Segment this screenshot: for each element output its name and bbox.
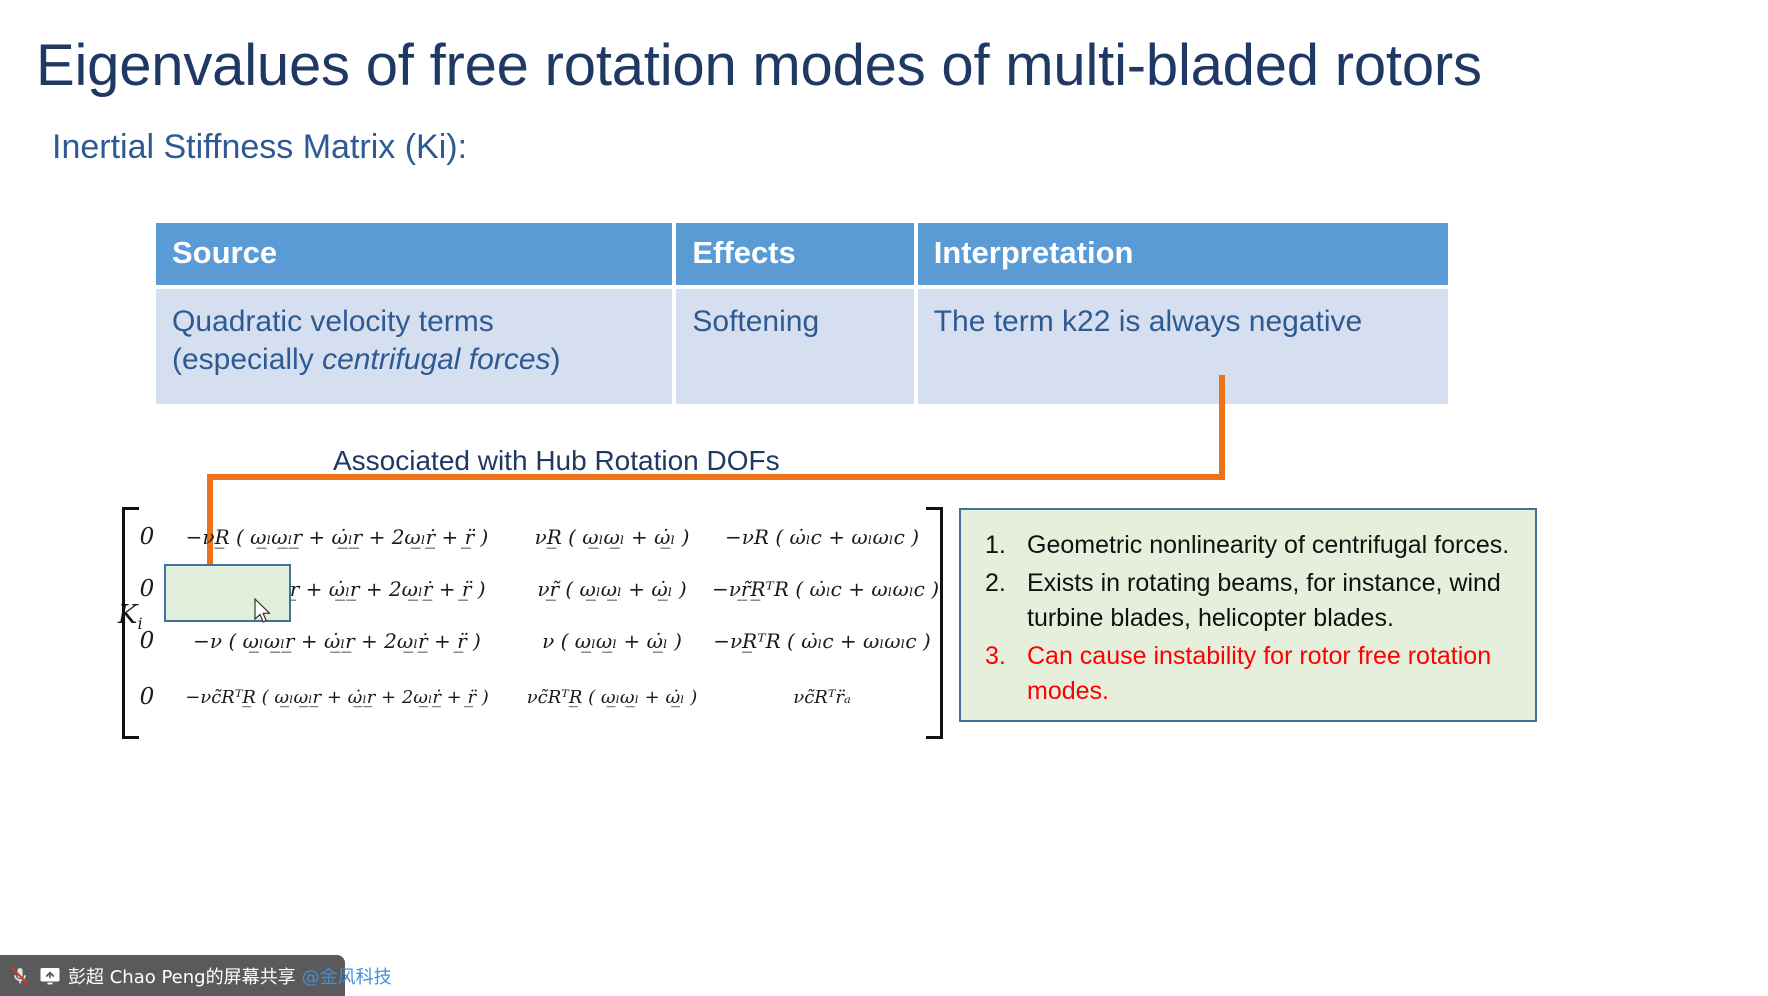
note-text: Exists in rotating beams, for instance, … bbox=[1027, 568, 1501, 633]
table-cell-effects: Softening bbox=[676, 289, 914, 404]
matrix-cell-3-1: 0 bbox=[139, 628, 155, 654]
table-cell-interpretation: The term k22 is always negative bbox=[917, 289, 1449, 404]
note-item: 2. Exists in rotating beams, for instanc… bbox=[973, 566, 1519, 637]
note-number: 1. bbox=[985, 531, 1006, 559]
source-suffix: ) bbox=[550, 342, 561, 376]
source-italic-term: centrifugal forces bbox=[322, 342, 551, 376]
matrix-row-1: 0 −νR̲ ( ω̲ₗω̲ₗr̲ + ω̲̇ₗr̲ + 2ω̲ₗṙ̲ + r… bbox=[132, 511, 932, 563]
stiffness-matrix-formula: Ki = 0 −νR̲ ( ω̲ₗω̲ₗr̲ + ω̲̇ₗr̲ + 2ω̲ₗr̲… bbox=[118, 505, 948, 739]
table-header-row: Source Effects Interpretation bbox=[156, 223, 1449, 285]
screen-share-bar[interactable]: 彭超 Chao Peng的屏幕共享 @金风科技 bbox=[0, 955, 392, 996]
matrix-cell-1-2: −νR̲ ( ω̲ₗω̲ₗr̲ + ω̲̇ₗr̲ + 2ω̲ₗṙ̲ + r̲̈… bbox=[185, 525, 489, 549]
note-number: 2. bbox=[985, 568, 1006, 597]
matrix-cell-1-4: −νR ( ω̇ₗc + ωₗωₗc ) bbox=[724, 525, 919, 549]
table-header-effects: Effects bbox=[676, 223, 914, 285]
matrix-cell-4-3: νc̃RᵀR̲ ( ω̲ₗω̲ₗ + ω̲̇ₗ ) bbox=[526, 686, 698, 708]
microphone-muted-icon[interactable] bbox=[8, 964, 32, 988]
annotation-label: Associated with Hub Rotation DOFs bbox=[333, 445, 780, 476]
matrix-row-4: 0 −νc̃RᵀR̲ ( ω̲ₗω̲ₗr̲ + ω̲̇ₗr̲ + 2ω̲ₗṙ̲… bbox=[132, 671, 932, 723]
matrix-cell-3-2: −ν ( ω̲ₗω̲ₗr̲ + ω̲̇ₗr̲ + 2ω̲ₗṙ̲ + r̲̈ ) bbox=[193, 629, 481, 653]
note-text: Can cause instability for rotor free rot… bbox=[1027, 641, 1492, 706]
matrix-cell-4-4: νc̃Rᵀr̈ₐ bbox=[793, 686, 851, 708]
connector-vertical-left bbox=[207, 474, 213, 596]
matrix-row-3: 0 −ν ( ω̲ₗω̲ₗr̲ + ω̲̇ₗr̲ + 2ω̲ₗṙ̲ + r̲̈… bbox=[132, 615, 932, 667]
matrix-cell-1-1: 0 bbox=[139, 524, 155, 550]
matrix-cell-4-1: 0 bbox=[139, 684, 155, 710]
summary-table: Source Effects Interpretation Quadratic … bbox=[156, 223, 1449, 404]
screen-share-icon[interactable] bbox=[38, 964, 62, 988]
connector-vertical-right bbox=[1219, 375, 1225, 478]
connector-horizontal bbox=[207, 474, 1225, 480]
table-row: Quadratic velocity terms (especially cen… bbox=[156, 289, 1449, 404]
share-org-label: @金风科技 bbox=[301, 966, 392, 988]
note-item: 1. Geometric nonlinearity of centrifugal… bbox=[973, 528, 1519, 564]
note-item: 3. Can cause instability for rotor free … bbox=[973, 639, 1519, 710]
mouse-cursor-icon bbox=[254, 598, 271, 623]
matrix-term-highlight-box bbox=[164, 564, 291, 622]
table-header-source: Source bbox=[156, 223, 673, 285]
source-prefix: (especially bbox=[172, 342, 323, 376]
note-text: Geometric nonlinearity of centrifugal fo… bbox=[1027, 531, 1510, 559]
matrix-cell-3-4: −νR̲ᵀR ( ω̇ₗc + ωₗωₗc ) bbox=[713, 629, 931, 653]
source-line-2: (especially centrifugal forces) bbox=[172, 341, 656, 379]
section-subtitle: Inertial Stiffness Matrix (Ki): bbox=[52, 128, 468, 166]
table-header-interpretation: Interpretation bbox=[917, 223, 1449, 285]
page-title: Eigenvalues of free rotation modes of mu… bbox=[36, 33, 1482, 98]
matrix-cell-2-3: νr̲̃ ( ω̲ₗω̲ₗ + ω̲̇ₗ ) bbox=[537, 577, 687, 601]
table-cell-source: Quadratic velocity terms (especially cen… bbox=[156, 289, 673, 404]
matrix-bracket-right bbox=[926, 507, 943, 739]
matrix-cell-3-3: ν ( ω̲ₗω̲ₗ + ω̲̇ₗ ) bbox=[542, 629, 682, 653]
source-line-1: Quadratic velocity terms bbox=[172, 305, 494, 338]
note-number: 3. bbox=[985, 641, 1006, 670]
share-owner-label: 彭超 Chao Peng的屏幕共享 bbox=[68, 966, 296, 988]
matrix-cell-2-1: 0 bbox=[139, 576, 155, 602]
matrix-cell-4-2: −νc̃RᵀR̲ ( ω̲ₗω̲ₗr̲ + ω̲̇ₗr̲ + 2ω̲ₗṙ̲ +… bbox=[185, 686, 489, 708]
matrix-bracket-left bbox=[122, 507, 139, 739]
matrix-cell-2-4: −νr̲̃R̲ᵀR ( ω̇ₗc + ωₗωₗc ) bbox=[712, 577, 940, 601]
matrix-cell-1-3: νR̲ ( ω̲ₗω̲ₗ + ω̲̇ₗ ) bbox=[534, 525, 690, 549]
notes-callout-box: 1. Geometric nonlinearity of centrifugal… bbox=[959, 508, 1537, 722]
